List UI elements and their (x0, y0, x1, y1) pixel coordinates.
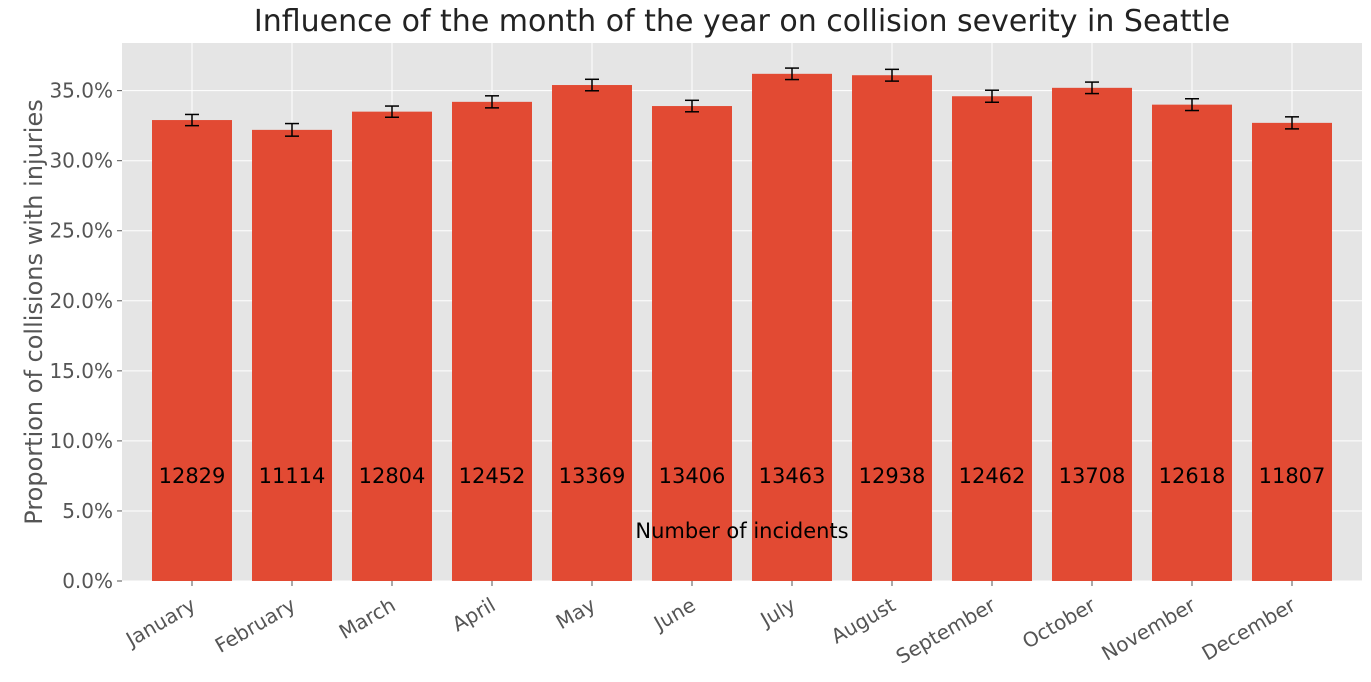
x-tick-label: May (552, 593, 600, 635)
count-label: 12938 (859, 464, 926, 488)
chart-title: Influence of the month of the year on co… (253, 4, 1231, 39)
y-tick-label: 20.0% (49, 289, 113, 313)
y-tick-label: 35.0% (49, 79, 113, 103)
x-tick-label: July (755, 593, 800, 633)
x-tick-label: February (211, 593, 300, 658)
count-label: 11807 (1259, 464, 1326, 488)
bar-june (652, 106, 732, 581)
count-label: 12829 (159, 464, 226, 488)
bar-march (352, 111, 432, 582)
count-label: 11114 (259, 464, 326, 488)
x-tick-label: April (448, 593, 500, 637)
x-axis-ticks: January February March April May June July Augu… (120, 581, 1300, 669)
x-tick-label: November (1097, 592, 1200, 665)
y-tick-label: 10.0% (49, 429, 113, 453)
bar-july (752, 73, 832, 582)
bar-september (952, 96, 1032, 581)
count-label: 13463 (759, 464, 826, 488)
count-label: 12804 (359, 464, 426, 488)
error-bars-group (185, 67, 1299, 137)
bar-april (452, 101, 532, 581)
y-tick-label: 15.0% (49, 359, 113, 383)
count-labels-group: 12829 11114 12804 12452 13369 13406 13463 12938… (159, 464, 1326, 488)
bar-january (152, 120, 232, 582)
count-label: 12618 (1159, 464, 1226, 488)
y-tick-label: 25.0% (49, 219, 113, 243)
x-tick-label: June (648, 593, 699, 637)
bar-october (1052, 87, 1132, 581)
annotation-number-of-incidents: Number of incidents (635, 519, 848, 543)
bar-november (1152, 104, 1232, 581)
x-tick-label: March (335, 593, 400, 644)
x-tick-label: December (1198, 592, 1300, 665)
count-label: 12462 (959, 464, 1026, 488)
bars-group (152, 73, 1332, 582)
count-label: 13406 (659, 464, 726, 488)
bar-may (552, 85, 632, 581)
x-tick-label: August (827, 593, 900, 649)
count-label: 12452 (459, 464, 526, 488)
count-label: 13708 (1059, 464, 1126, 488)
count-label: 13369 (559, 464, 626, 488)
x-tick-label: October (1018, 592, 1100, 653)
bar-august (852, 75, 932, 581)
y-tick-label: 0.0% (62, 569, 113, 593)
bar-december (1252, 122, 1332, 581)
x-tick-label: January (120, 593, 200, 653)
bar-february (252, 129, 332, 582)
y-axis-ticks: 0.0% 5.0% 10.0% 15.0% 20.0% 25.0% 30.0% 35.0% (49, 79, 122, 593)
y-tick-label: 5.0% (62, 499, 113, 523)
y-axis-label: Proportion of collisions with injuries (20, 99, 48, 524)
y-tick-label: 30.0% (49, 149, 113, 173)
x-tick-label: September (892, 592, 1000, 668)
